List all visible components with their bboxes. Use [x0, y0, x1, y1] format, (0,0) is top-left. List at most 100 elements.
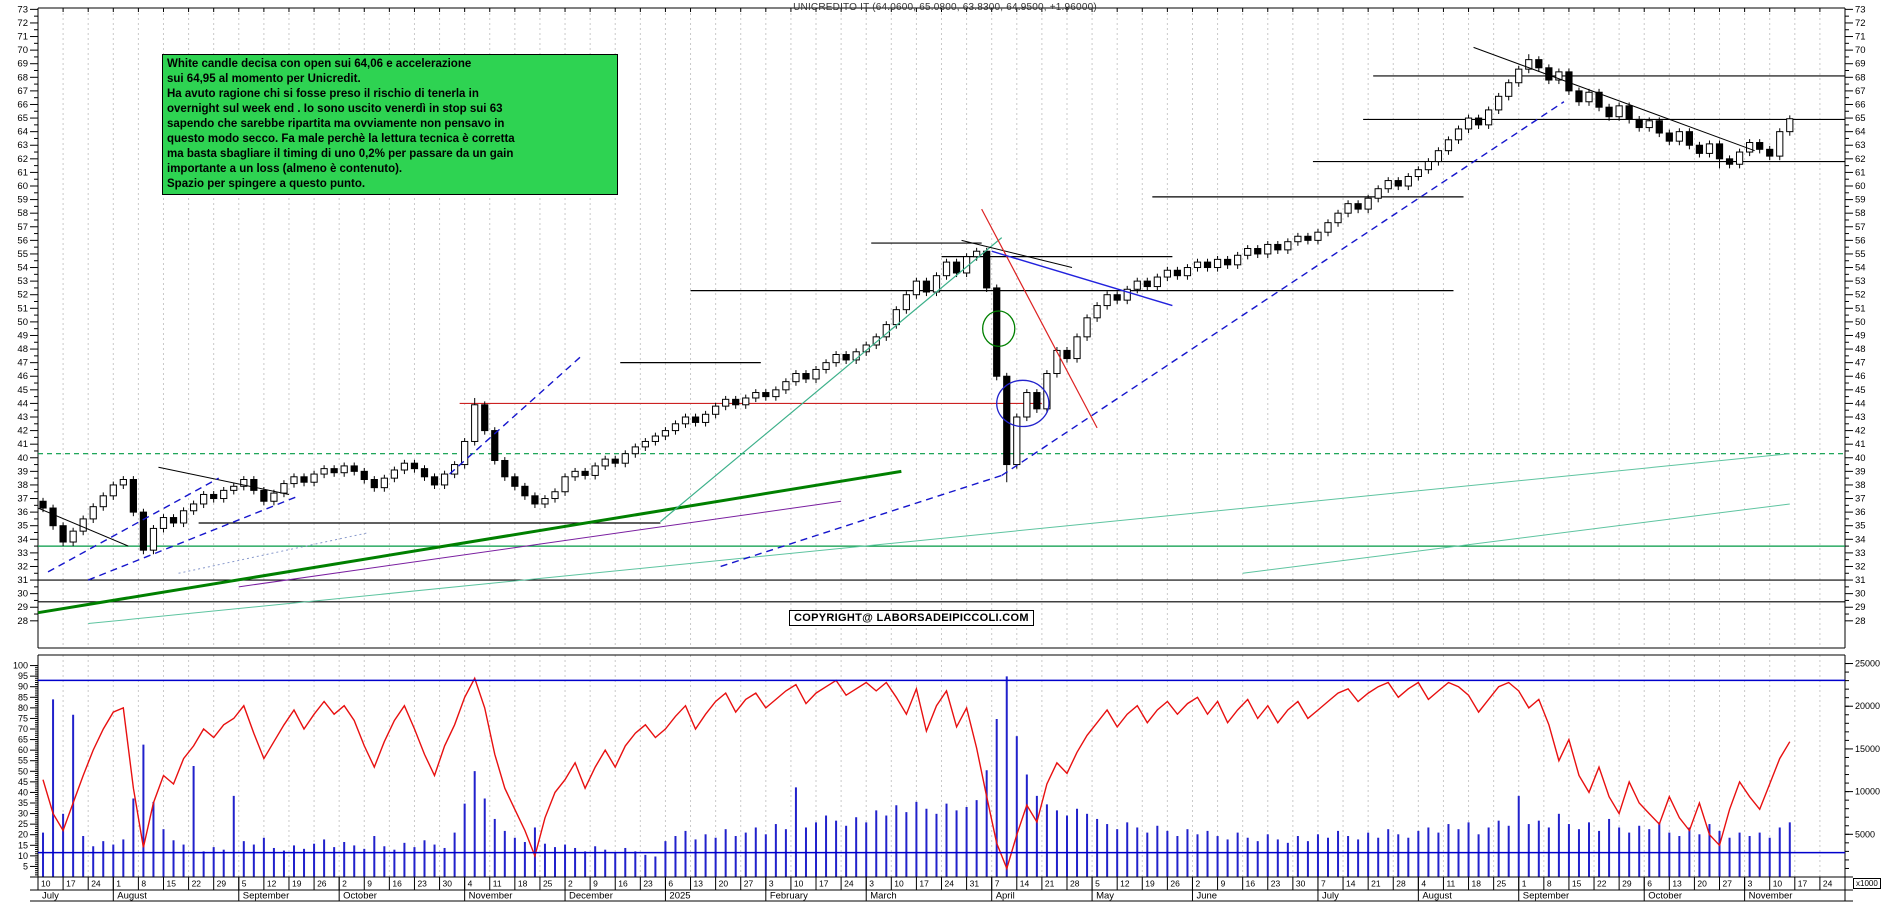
svg-text:10: 10	[894, 879, 904, 889]
svg-text:7: 7	[995, 879, 1000, 889]
svg-text:November: November	[469, 891, 513, 902]
svg-text:10: 10	[1773, 879, 1783, 889]
svg-text:April: April	[996, 891, 1015, 902]
svg-text:2: 2	[1195, 879, 1200, 889]
svg-text:43: 43	[1855, 412, 1866, 423]
svg-text:25: 25	[18, 819, 28, 829]
svg-text:73: 73	[1855, 4, 1866, 15]
svg-text:49: 49	[17, 330, 28, 341]
svg-text:68: 68	[1855, 72, 1866, 83]
svg-text:31: 31	[17, 575, 28, 586]
svg-text:46: 46	[1855, 371, 1866, 382]
svg-text:21: 21	[1045, 879, 1055, 889]
svg-text:25: 25	[1497, 879, 1507, 889]
svg-text:August: August	[117, 891, 147, 902]
svg-text:24: 24	[945, 879, 955, 889]
svg-text:68: 68	[17, 72, 28, 83]
svg-text:70: 70	[18, 724, 28, 734]
svg-text:15: 15	[18, 840, 28, 850]
svg-text:28: 28	[1070, 879, 1080, 889]
svg-text:62: 62	[1855, 154, 1866, 165]
svg-text:1: 1	[1522, 879, 1527, 889]
svg-text:5: 5	[242, 879, 247, 889]
svg-text:56: 56	[1855, 235, 1866, 246]
note-line: importante a un loss (almeno è contenuto…	[167, 163, 403, 175]
svg-text:29: 29	[1622, 879, 1632, 889]
svg-text:28: 28	[17, 616, 28, 627]
svg-text:35: 35	[17, 521, 28, 532]
svg-text:67: 67	[1855, 86, 1866, 97]
svg-text:9: 9	[1221, 879, 1226, 889]
svg-text:May: May	[1096, 891, 1114, 902]
svg-text:69: 69	[17, 59, 28, 70]
svg-text:25000: 25000	[1855, 659, 1880, 669]
svg-text:October: October	[1648, 891, 1682, 902]
svg-text:3: 3	[869, 879, 874, 889]
svg-text:42: 42	[1855, 426, 1866, 437]
svg-text:49: 49	[1855, 330, 1866, 341]
svg-text:3: 3	[1748, 879, 1753, 889]
svg-text:53: 53	[17, 276, 28, 287]
svg-text:14: 14	[1020, 879, 1030, 889]
svg-text:95: 95	[18, 671, 28, 681]
svg-text:23: 23	[1271, 879, 1281, 889]
svg-text:35: 35	[18, 798, 28, 808]
svg-text:66: 66	[1855, 99, 1866, 110]
svg-text:40: 40	[17, 453, 28, 464]
svg-text:41: 41	[17, 439, 28, 450]
svg-text:45: 45	[1855, 385, 1866, 396]
svg-text:4: 4	[1421, 879, 1426, 889]
svg-text:June: June	[1196, 891, 1217, 902]
svg-text:17: 17	[919, 879, 929, 889]
svg-text:19: 19	[292, 879, 302, 889]
svg-text:8: 8	[141, 879, 146, 889]
svg-text:15000: 15000	[1855, 744, 1880, 754]
svg-text:2: 2	[568, 879, 573, 889]
svg-text:54: 54	[1855, 263, 1866, 274]
svg-text:28: 28	[1855, 616, 1866, 627]
svg-text:48: 48	[1855, 344, 1866, 355]
svg-text:23: 23	[417, 879, 427, 889]
svg-text:37: 37	[1855, 494, 1866, 505]
svg-text:30: 30	[1855, 589, 1866, 600]
svg-text:29: 29	[17, 602, 28, 613]
svg-text:58: 58	[17, 208, 28, 219]
svg-text:18: 18	[518, 879, 528, 889]
svg-text:July: July	[42, 891, 59, 902]
svg-text:75: 75	[18, 713, 28, 723]
svg-text:65: 65	[18, 735, 28, 745]
svg-text:15: 15	[166, 879, 176, 889]
svg-text:65: 65	[1855, 113, 1866, 124]
svg-text:72: 72	[17, 18, 28, 29]
svg-text:100: 100	[13, 661, 28, 671]
svg-text:24: 24	[844, 879, 854, 889]
svg-text:51: 51	[17, 303, 28, 314]
svg-text:28: 28	[1396, 879, 1406, 889]
svg-text:43: 43	[17, 412, 28, 423]
svg-text:22: 22	[192, 879, 202, 889]
svg-text:2: 2	[342, 879, 347, 889]
svg-text:March: March	[870, 891, 896, 902]
svg-text:February: February	[770, 891, 808, 902]
svg-text:56: 56	[17, 235, 28, 246]
svg-text:36: 36	[1855, 507, 1866, 518]
svg-text:59: 59	[1855, 195, 1866, 206]
svg-text:34: 34	[1855, 534, 1866, 545]
note-line: questo modo secco. Fa male perchè la let…	[167, 133, 515, 145]
svg-text:70: 70	[17, 45, 28, 56]
svg-text:60: 60	[18, 745, 28, 755]
svg-text:64: 64	[1855, 127, 1866, 138]
svg-text:19: 19	[1145, 879, 1155, 889]
svg-text:14: 14	[1346, 879, 1356, 889]
svg-text:25: 25	[543, 879, 553, 889]
svg-text:50: 50	[1855, 317, 1866, 328]
svg-text:55: 55	[17, 249, 28, 260]
svg-text:17: 17	[1798, 879, 1808, 889]
svg-text:24: 24	[1823, 879, 1833, 889]
svg-text:9: 9	[367, 879, 372, 889]
svg-text:70: 70	[1855, 45, 1866, 56]
svg-text:73: 73	[17, 4, 28, 15]
svg-text:54: 54	[17, 263, 28, 274]
svg-text:September: September	[243, 891, 289, 902]
svg-text:80: 80	[18, 703, 28, 713]
